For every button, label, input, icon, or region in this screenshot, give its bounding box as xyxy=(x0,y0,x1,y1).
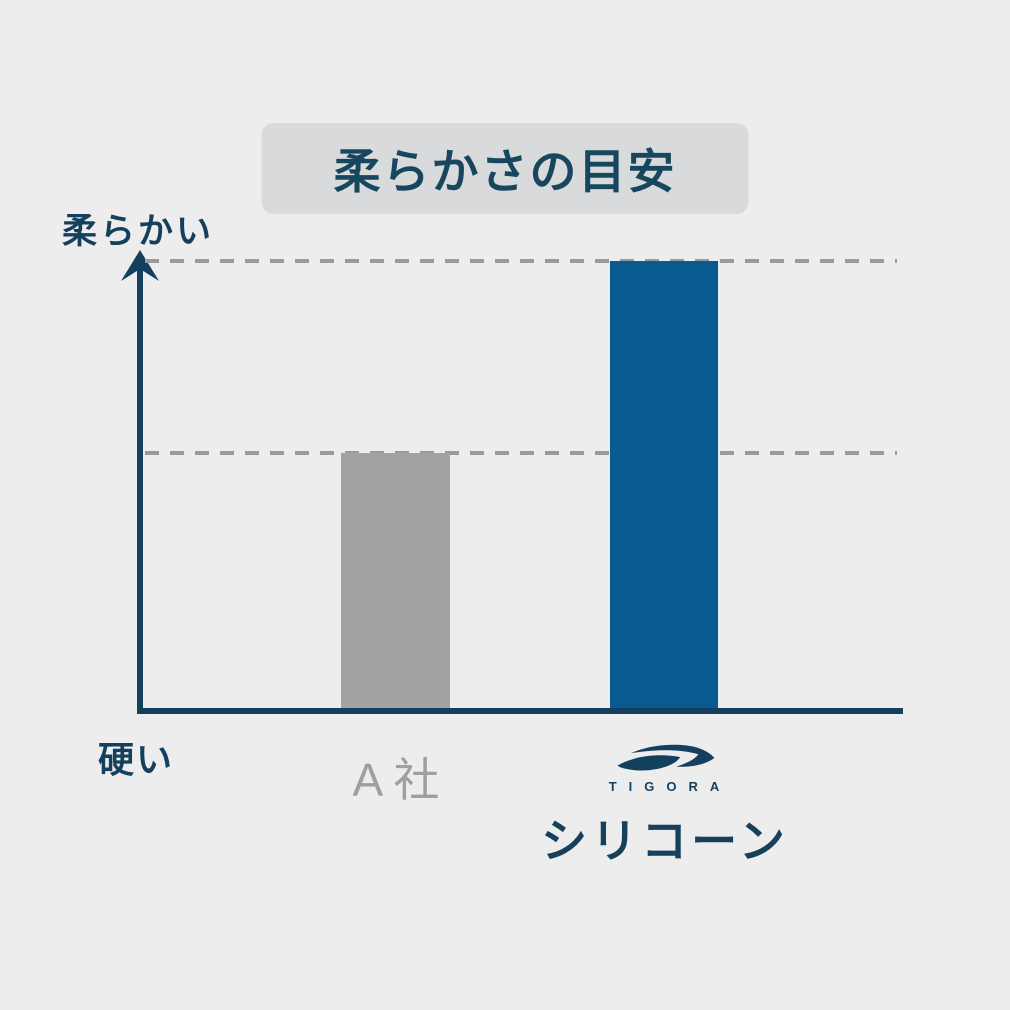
bar-company-a xyxy=(341,453,450,708)
title-badge: 柔らかさの目安 xyxy=(261,123,749,214)
y-axis-soft-label: 柔らかい xyxy=(62,212,215,251)
category-label-company-a: A 社 xyxy=(352,754,440,806)
tigora-swoosh-icon xyxy=(617,744,715,771)
tigora-wordmark: TIGORA xyxy=(608,779,732,794)
gridline-dashed-bar-a xyxy=(145,451,897,455)
x-axis-hard-label: 硬い xyxy=(98,739,175,780)
y-axis-line xyxy=(137,266,143,712)
x-axis-line xyxy=(137,708,903,714)
page-title: 柔らかさの目安 xyxy=(333,145,677,198)
y-axis-arrow-icon xyxy=(121,250,159,281)
category-label-silicone: シリコーン xyxy=(541,815,789,867)
bar-tigora-silicone xyxy=(610,261,718,708)
gridline-dashed-bar-tigora xyxy=(145,259,897,263)
